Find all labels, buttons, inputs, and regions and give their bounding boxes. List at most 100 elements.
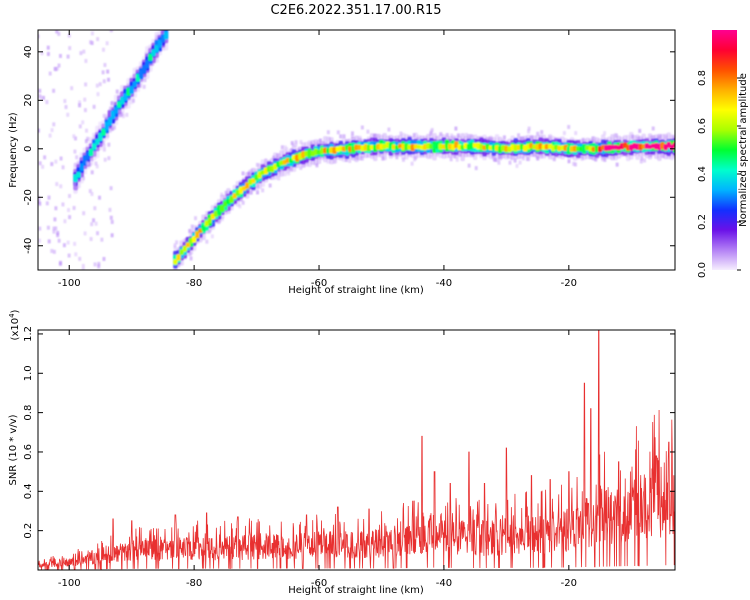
spectrogram-cell xyxy=(98,195,102,200)
spectrogram-cell xyxy=(163,31,169,40)
spectrogram-cell xyxy=(52,226,56,231)
spectrogram-cell xyxy=(350,131,354,136)
spectrogram-cell xyxy=(108,207,112,212)
colorbar-tick-label: 0.8 xyxy=(697,70,708,86)
spectrogram-cell xyxy=(54,159,58,164)
spectrogram-cell xyxy=(61,202,65,207)
spectrogram-cell xyxy=(85,128,89,133)
spectrogram-cell xyxy=(395,155,399,160)
spectrogram-cell xyxy=(336,130,340,135)
spectrogram-cell xyxy=(68,46,72,51)
snr-y-tick-label: 0.6 xyxy=(23,444,34,460)
spectrogram-cell xyxy=(148,53,153,61)
spectrogram-cell xyxy=(82,211,86,216)
spectrogram-cell xyxy=(62,243,66,248)
spectrogram-cell xyxy=(107,156,111,161)
spectrogram-y-tick-label: 20 xyxy=(23,94,34,107)
spectrogram-cell xyxy=(280,145,284,150)
spectrogram-cell xyxy=(241,200,245,205)
spectrogram-cell xyxy=(567,124,571,129)
spectrogram-cell xyxy=(299,140,303,145)
spectrogram-cell xyxy=(299,165,303,170)
spectrogram-cell xyxy=(55,30,59,34)
spectrogram-cell xyxy=(110,219,114,224)
spectrogram-cell xyxy=(210,234,214,239)
spectrogram-cell xyxy=(445,133,449,138)
spectrogram-cell xyxy=(401,157,405,162)
spectrogram-cell xyxy=(224,190,228,195)
spectrogram-cell xyxy=(76,171,81,178)
spectrogram-cell xyxy=(54,226,58,231)
spectrogram-cell xyxy=(536,156,540,161)
spectrogram-cell xyxy=(66,112,70,117)
spectrogram-cell xyxy=(366,129,370,134)
spectrogram-cell xyxy=(220,192,224,197)
spectrogram-cell xyxy=(344,157,348,162)
spectrogram-cell xyxy=(123,93,128,101)
spectrogram-cell xyxy=(132,81,137,88)
spectrogram-cell xyxy=(277,176,281,181)
spectrogram-cell xyxy=(38,88,42,93)
spectrogram-cell xyxy=(339,134,343,139)
spectrogram-cell xyxy=(67,253,71,258)
spectrogram-cell xyxy=(41,95,45,100)
spectrogram-cell xyxy=(102,113,106,118)
snr-x-axis-label: Height of straight line (km) xyxy=(288,585,424,596)
spectrogram-cell xyxy=(38,128,40,133)
spectrogram-cell xyxy=(83,231,87,236)
spectrogram-cell xyxy=(90,31,94,36)
spectrogram-cell xyxy=(121,114,125,119)
spectrogram-cell xyxy=(518,160,522,165)
snr-y-tick-label: 1.0 xyxy=(23,365,34,381)
spectrogram-cell xyxy=(540,130,544,135)
spectrogram-cell xyxy=(74,186,78,191)
spectrogram-cell xyxy=(78,103,82,108)
snr-frame xyxy=(37,329,676,571)
spectrogram-cell xyxy=(572,161,576,166)
spectrogram-cell xyxy=(672,142,675,148)
spectrogram-cell xyxy=(334,159,338,164)
spectrogram-cell xyxy=(508,160,512,165)
spectrogram-cell xyxy=(64,105,68,110)
spectrogram-cell xyxy=(125,112,129,117)
spectrogram-cell xyxy=(70,86,74,91)
spectrogram-cell xyxy=(84,139,88,144)
spectrogram-cell xyxy=(52,249,56,254)
snr-x-ticks: -100 -80 -60 -40 -20 xyxy=(58,330,577,589)
spectrogram-cell xyxy=(50,162,54,167)
spectrogram-cell xyxy=(38,161,42,166)
spectrogram-cell xyxy=(66,240,70,245)
spectrogram-cell xyxy=(326,130,330,135)
spectrogram-cell xyxy=(450,133,454,138)
colorbar-tick-label: 0.4 xyxy=(697,166,708,182)
spectrogram-cell xyxy=(214,202,218,207)
spectrogram-cell xyxy=(95,83,99,88)
spectrogram-cell xyxy=(90,170,94,175)
spectrogram-cell xyxy=(58,261,62,266)
spectrogram-cell xyxy=(261,188,265,193)
spectrogram-cell xyxy=(102,79,106,84)
spectrogram-cell xyxy=(497,160,501,165)
spectrogram-cell xyxy=(102,143,106,148)
spectrogram-cell xyxy=(38,94,42,99)
spectrogram-y-tick-label: 40 xyxy=(23,45,34,58)
spectrogram-cell xyxy=(176,254,181,261)
spectrogram-cell xyxy=(61,165,65,170)
spectrogram-cell xyxy=(63,219,67,224)
colorbar-label: Normalized spectral amplitude xyxy=(738,73,749,227)
spectrogram-cell xyxy=(90,222,94,227)
spectrogram-cell xyxy=(220,205,225,212)
spectrogram-cell xyxy=(73,149,77,154)
spectrogram-cell xyxy=(360,156,364,161)
spectrogram-cell xyxy=(567,159,571,164)
spectrogram-cell xyxy=(145,59,150,69)
spectrogram-cell xyxy=(92,218,96,223)
spectrogram-cell xyxy=(90,191,94,196)
spectrogram-cell xyxy=(195,231,200,239)
spectrogram-cell xyxy=(264,158,268,163)
spectrogram-cell xyxy=(107,77,111,82)
snr-background xyxy=(38,330,675,570)
spectrogram-cell xyxy=(48,71,52,76)
spectrogram-cell xyxy=(109,186,113,191)
